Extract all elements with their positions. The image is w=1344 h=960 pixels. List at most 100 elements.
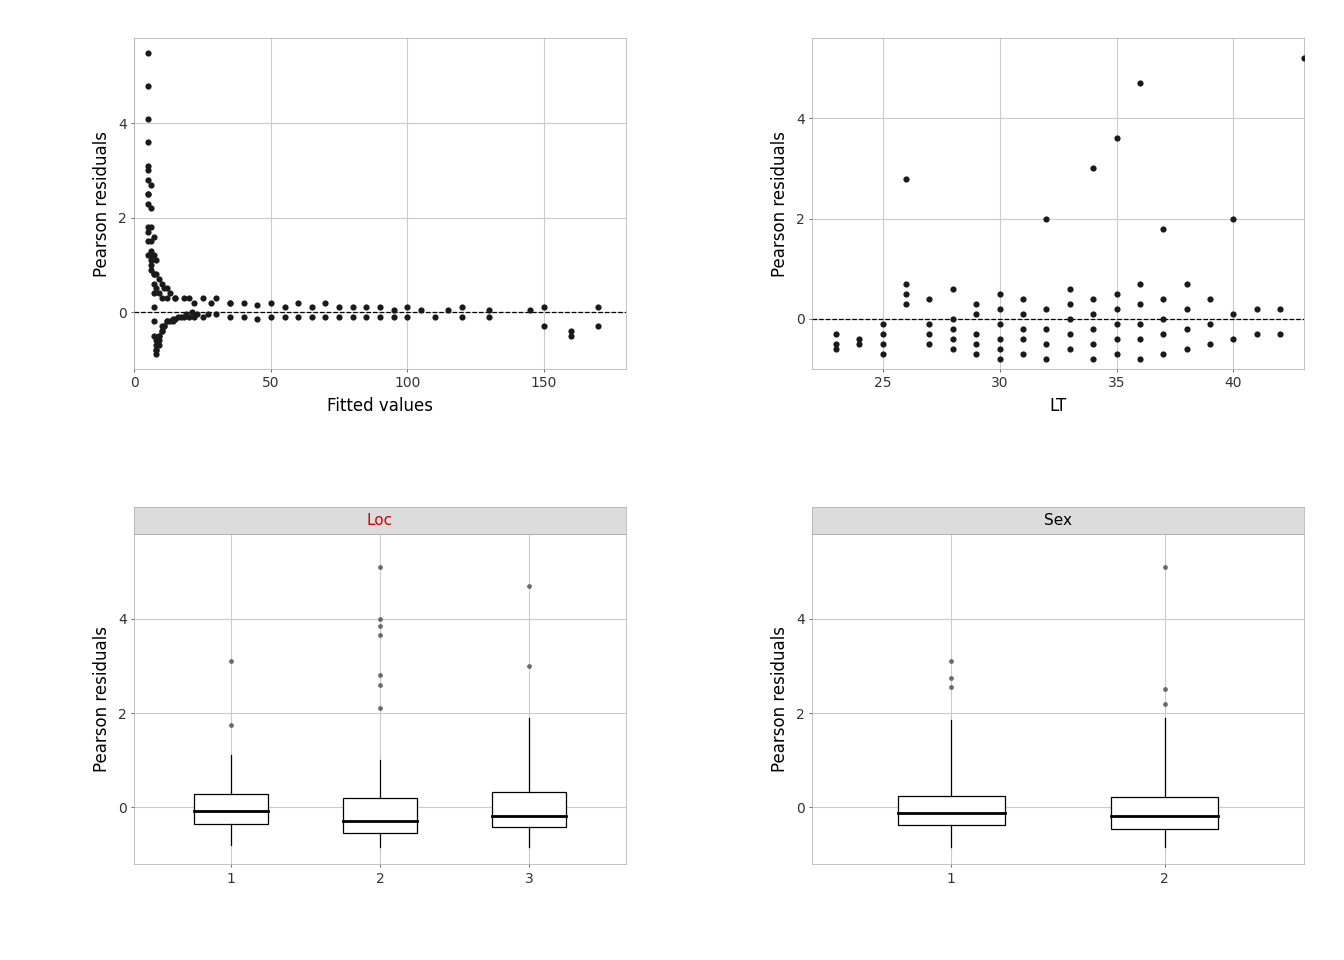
- Bar: [492, 792, 566, 828]
- Point: [478, 302, 500, 318]
- Point: [137, 186, 159, 202]
- Point: [142, 228, 164, 244]
- Point: [1246, 300, 1267, 316]
- Point: [370, 559, 391, 574]
- Point: [965, 336, 986, 351]
- Point: [179, 309, 200, 324]
- Point: [872, 336, 894, 351]
- Point: [396, 309, 418, 324]
- Point: [137, 134, 159, 150]
- Point: [328, 300, 349, 315]
- Point: [137, 196, 159, 211]
- Point: [159, 314, 180, 329]
- Point: [942, 321, 964, 336]
- Point: [941, 680, 962, 695]
- Point: [1223, 211, 1245, 227]
- Point: [164, 311, 185, 326]
- Point: [1106, 131, 1128, 146]
- Point: [176, 306, 198, 322]
- X-axis label: LT: LT: [1050, 397, 1067, 416]
- Y-axis label: Pearson residuals: Pearson residuals: [93, 626, 112, 772]
- Point: [519, 659, 540, 674]
- Point: [184, 309, 206, 324]
- Point: [156, 314, 177, 329]
- Point: [341, 300, 363, 315]
- Point: [410, 302, 431, 318]
- Point: [370, 300, 391, 315]
- Point: [1082, 291, 1103, 306]
- Point: [184, 295, 206, 310]
- Point: [153, 319, 175, 334]
- Point: [965, 346, 986, 361]
- Point: [370, 618, 391, 634]
- Point: [1176, 300, 1198, 316]
- Point: [159, 285, 180, 300]
- Point: [220, 717, 242, 732]
- Point: [137, 186, 159, 202]
- Point: [1153, 221, 1175, 236]
- Point: [288, 295, 309, 310]
- Point: [1176, 276, 1198, 291]
- Point: [1106, 346, 1128, 361]
- Point: [989, 351, 1011, 367]
- Point: [423, 309, 445, 324]
- Point: [1059, 311, 1081, 326]
- Point: [192, 309, 214, 324]
- Point: [142, 300, 164, 315]
- Point: [137, 45, 159, 60]
- Point: [142, 248, 164, 263]
- Point: [942, 311, 964, 326]
- Point: [181, 304, 203, 320]
- Point: [1153, 326, 1175, 342]
- Point: [370, 701, 391, 716]
- Point: [519, 578, 540, 593]
- Point: [148, 285, 169, 300]
- Point: [1036, 300, 1058, 316]
- Point: [383, 309, 405, 324]
- Point: [145, 267, 167, 282]
- Point: [219, 295, 241, 310]
- Point: [560, 328, 582, 344]
- Point: [370, 309, 391, 324]
- Point: [142, 285, 164, 300]
- Point: [1059, 341, 1081, 356]
- Point: [989, 316, 1011, 331]
- Bar: [1111, 797, 1218, 828]
- Point: [560, 324, 582, 339]
- Point: [1154, 682, 1176, 697]
- Point: [370, 628, 391, 643]
- Point: [1106, 316, 1128, 331]
- Point: [848, 336, 870, 351]
- Point: [989, 300, 1011, 316]
- Point: [301, 300, 323, 315]
- Point: [848, 331, 870, 347]
- Point: [1036, 321, 1058, 336]
- Point: [1199, 336, 1220, 351]
- Point: [1154, 696, 1176, 711]
- Point: [519, 302, 540, 318]
- Point: [137, 248, 159, 263]
- Point: [137, 172, 159, 187]
- Point: [233, 295, 254, 310]
- Point: [478, 309, 500, 324]
- Point: [246, 311, 267, 326]
- Point: [942, 331, 964, 347]
- Point: [142, 276, 164, 292]
- Point: [173, 309, 195, 324]
- Point: [825, 336, 847, 351]
- Point: [1153, 311, 1175, 326]
- Point: [1082, 306, 1103, 322]
- Point: [941, 670, 962, 685]
- Point: [314, 295, 336, 310]
- Point: [587, 319, 609, 334]
- Bar: [194, 794, 269, 824]
- Point: [452, 309, 473, 324]
- Point: [918, 336, 939, 351]
- Point: [161, 314, 183, 329]
- Point: [1012, 331, 1034, 347]
- Point: [151, 324, 172, 339]
- Text: Loc: Loc: [367, 513, 392, 528]
- Point: [356, 300, 378, 315]
- Point: [918, 316, 939, 331]
- Point: [145, 337, 167, 352]
